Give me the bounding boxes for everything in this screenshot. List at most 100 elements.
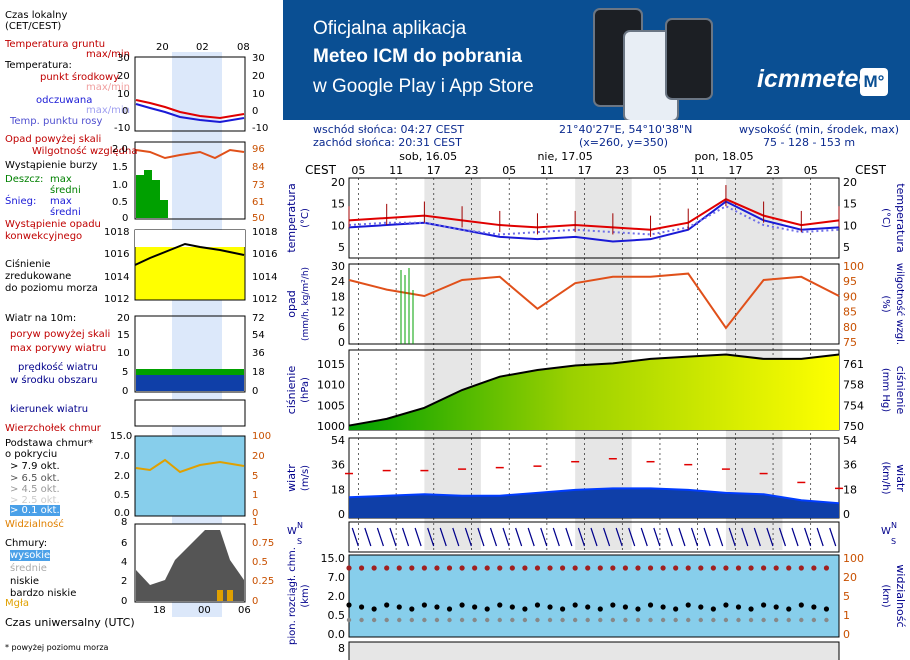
footnote: * powyżej poziomu morza — [5, 643, 109, 652]
label-okt-25: > 2.5 okt. — [10, 495, 60, 506]
cloud-base-dot — [811, 604, 817, 610]
cloud-base-dot — [459, 617, 465, 623]
cloud-base-dot — [723, 602, 729, 608]
mini-temp-tick-r: 10 — [252, 89, 265, 100]
pressure-fill — [349, 354, 839, 430]
cloud-top-dot — [484, 565, 490, 571]
wind-arrow — [640, 527, 648, 547]
mini-hum-tick: 96 — [252, 144, 265, 155]
hum-tick-label: 75 — [843, 336, 857, 349]
mini-wind-tick-r: 36 — [252, 348, 265, 359]
cloud-base-dot — [547, 604, 553, 610]
cloud-base-dot — [585, 604, 591, 610]
wind-tick-label-r: 18 — [843, 483, 857, 496]
wind-arrow — [778, 527, 787, 547]
wind-arrow — [527, 527, 535, 547]
wind-arrow — [665, 527, 673, 547]
vis-tick-label: 0 — [843, 628, 850, 641]
cloud-base-dot — [384, 602, 390, 608]
cloud-top-dot — [358, 565, 365, 571]
precip-tick-label: 12 — [331, 306, 345, 319]
pressure-unit-r: (mm Hg) — [880, 368, 891, 412]
wind-arrow — [515, 527, 523, 547]
wind-sym-n: N — [297, 521, 303, 530]
precip-tick-label: 30 — [331, 260, 345, 273]
cloud-top-dot — [597, 565, 603, 571]
pressure-tick-label-r: 758 — [843, 379, 864, 392]
wind-arrow — [414, 527, 422, 547]
hour-tick-label: 17 — [578, 164, 592, 177]
pressure-area — [348, 353, 840, 430]
mini-temp-tick-r: -10 — [252, 123, 269, 134]
cloud-base-dot — [560, 617, 565, 623]
label-wind-center: w środku obszaru — [10, 375, 98, 386]
label-snow-mean: średni — [50, 207, 81, 218]
hour-tick-label: 17 — [728, 164, 742, 177]
wind-arrow — [804, 527, 812, 547]
temperature-series-line — [348, 198, 840, 231]
temp-tick-label-r: 20 — [843, 176, 857, 189]
mini-cl-tick: 2 — [121, 576, 128, 587]
label-wind-dir: kierunek wiatru — [10, 404, 89, 415]
pressure-tick-label: 1010 — [317, 379, 345, 392]
cloud-base-dot — [510, 617, 515, 623]
cloud-base-dot — [447, 617, 452, 623]
cloud-base-dot — [635, 617, 641, 623]
cloud-top-dot — [622, 565, 629, 571]
temp-tick-label: 10 — [331, 219, 345, 232]
hour-tick-label: 11 — [691, 164, 705, 177]
mini-temp-tick: -10 — [114, 123, 131, 134]
hour-tick-label: 23 — [766, 164, 780, 177]
temp-tick-label: 20 — [331, 176, 345, 189]
cloud-base-dot — [748, 617, 754, 623]
night-shade — [172, 52, 222, 617]
wind-tick-label-r: 0 — [843, 508, 850, 521]
app-banner[interactable]: Oficjalna aplikacja Meteo ICM do pobrani… — [283, 0, 910, 120]
mini-cb-tick: 7.0 — [114, 451, 130, 462]
mini-fog-bar — [217, 590, 223, 601]
cloud-base-dot — [485, 617, 490, 623]
cloudbase-tick-label: 15.0 — [321, 552, 346, 565]
label-time-local-2: (CET/CEST) — [5, 21, 62, 32]
wind-sym-s: S — [297, 537, 302, 546]
wind-arrow — [389, 527, 397, 547]
label-cl-low: niskie — [10, 576, 40, 587]
cloud-top-dot — [534, 565, 541, 571]
cloud-base-dot — [623, 617, 628, 623]
mini-hum-tick: 84 — [252, 162, 265, 173]
mini-rain-bar — [144, 170, 152, 218]
cloudbase-tick-label: 0.0 — [328, 628, 346, 641]
wind-arrow — [678, 527, 686, 547]
label-okt-79: > 7.9 okt. — [10, 461, 60, 472]
precip-panel-frame — [348, 263, 840, 345]
mini-precip-panel — [134, 141, 246, 220]
label-soil-temp: Temperatura gruntu — [5, 39, 106, 50]
cloud-base-dot — [397, 617, 402, 623]
cloud-top-dot — [748, 565, 754, 571]
cloud-top-dot — [735, 565, 742, 571]
wind-arrow — [427, 527, 435, 547]
cloud-base-dot — [598, 617, 603, 623]
mini-cl-tick: 0 — [121, 596, 128, 607]
wind-arrow — [552, 527, 560, 547]
wind-sym-s-r: S — [891, 537, 896, 546]
mini-vis-tick: 0 — [252, 508, 259, 519]
day-label: sob, 16.05 — [399, 150, 457, 163]
wind-area — [348, 487, 840, 518]
cloud-top-dot — [786, 565, 792, 571]
wind-title: wiatr — [285, 464, 298, 492]
wind-arrow — [351, 527, 359, 547]
label-max-min: max/min — [86, 82, 131, 93]
cloud-base-dot — [635, 606, 641, 612]
pressure-tick-label: 1005 — [317, 399, 345, 412]
label-cloud-base-2: o pokryciu — [5, 449, 58, 460]
cloud-base-dot — [824, 617, 829, 623]
cloud-base-dot — [798, 602, 804, 608]
hour-tick-label: 05 — [502, 164, 516, 177]
label-cloud-base-1: Podstawa chmur* — [5, 438, 93, 449]
precip-title: opad — [285, 290, 298, 317]
wind-arrow — [653, 527, 661, 547]
wind-arrow — [376, 527, 384, 547]
precip-tick-label: 24 — [331, 275, 345, 288]
cloud-base-dot — [735, 604, 742, 610]
